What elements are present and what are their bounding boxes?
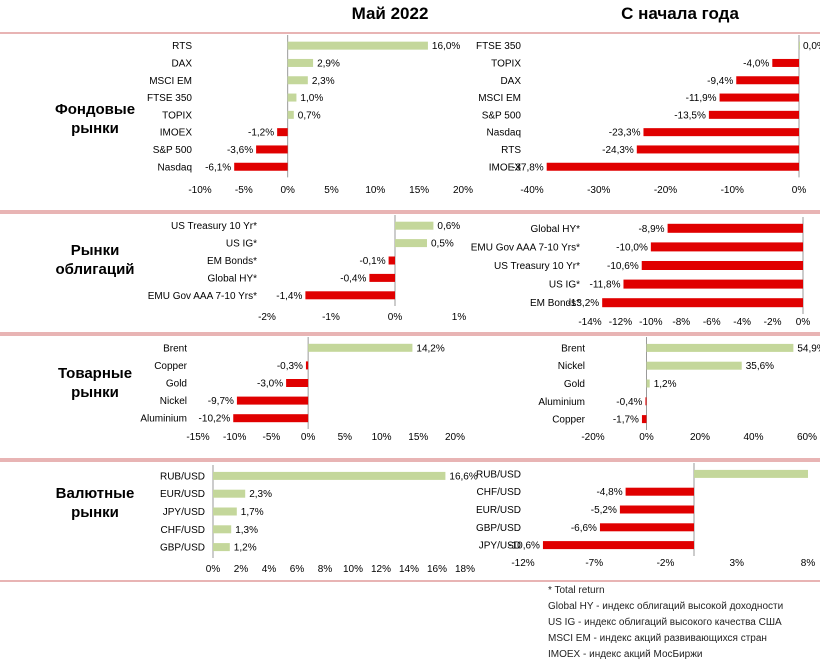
- footnote-msci-em: MSCI EM - индекс акций развивающихся стр…: [548, 633, 767, 644]
- band-fx: [0, 460, 820, 582]
- section-label-bonds: Рынки облигаций: [55, 242, 135, 278]
- title-ytd: С начала года: [621, 4, 739, 23]
- footnote-global-hy: Global HY - индекс облигаций высокой дох…: [548, 601, 784, 612]
- footnote-imoex: IMOEX - индекс акций МосБиржи: [548, 649, 703, 660]
- band-equity: [0, 32, 820, 212]
- section-label-fx: Валютные рынки: [55, 485, 135, 521]
- section-label-equity: Фондовые рынки: [54, 101, 136, 137]
- section-label-commodities: Товарные рынки: [57, 365, 133, 401]
- footnote-us-ig: US IG - индекс облигаций высокого качест…: [548, 617, 782, 628]
- footnote-total-return: * Total return: [548, 585, 605, 596]
- band-bonds: [0, 212, 820, 334]
- band-commodities: [0, 334, 820, 460]
- title-may: Май 2022: [351, 4, 429, 23]
- footnotes: * Total return Global HY - индекс облига…: [548, 583, 783, 663]
